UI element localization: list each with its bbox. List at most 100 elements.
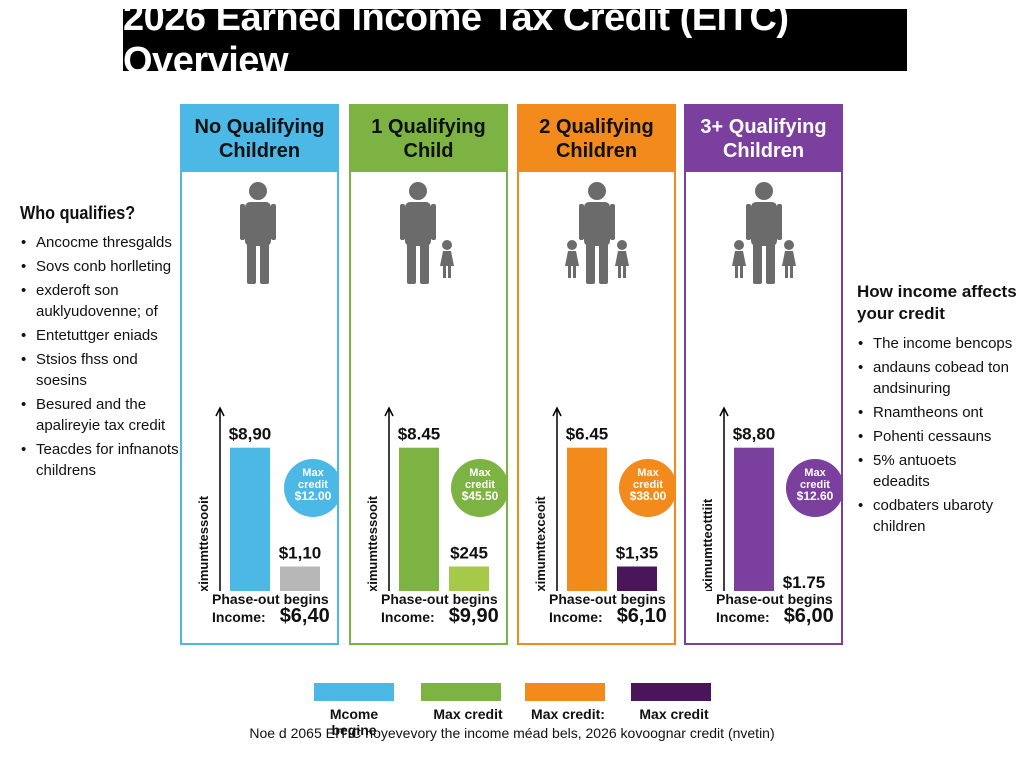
- y-axis-arrow: [719, 406, 729, 417]
- child-icon: [732, 240, 746, 278]
- list-item: Rnamtheons ont: [857, 402, 1017, 423]
- bar-value-label: $6.45: [566, 425, 609, 444]
- credit-bar-chart: Maximumttessooit $8,90 $1,10 Maxcredit$12.0…: [196, 406, 337, 591]
- list-item: Entetuttger eniads: [20, 325, 180, 346]
- child-icon: [782, 240, 796, 278]
- y-axis-arrow: [384, 406, 394, 417]
- max-credit-text: credit: [465, 479, 495, 491]
- list-item: andauns cobead ton andsinuring: [857, 357, 1017, 399]
- income-label: Income:: [212, 609, 266, 625]
- income-effects-list: The income bencops andauns cobead ton an…: [857, 333, 1017, 537]
- max-credit-text: Max: [637, 467, 659, 479]
- income-effects-heading: How income affects your credit: [857, 282, 1017, 323]
- family-illustration: [732, 182, 796, 284]
- phase-out-caption: Phase-out begins Income: $6,40: [212, 591, 330, 626]
- max-credit-text: credit: [800, 479, 830, 491]
- max-credit-bar: [734, 447, 774, 591]
- legend-swatch: [314, 683, 394, 701]
- income-effects-panel: How income affects your credit The incom…: [857, 281, 1017, 540]
- max-credit-badge: [786, 459, 841, 517]
- list-item: Besured and the apalireyie tax credit: [20, 394, 180, 436]
- y-axis-label: Maximumttexceoit: [533, 496, 548, 591]
- bar-value-label: $1,10: [279, 544, 322, 563]
- legend-label: Max credit: [433, 706, 503, 722]
- legend-label: Max credit: [639, 706, 709, 722]
- list-item: Stsios fhss ond soesins: [20, 349, 180, 391]
- family-illustration: [565, 182, 629, 284]
- max-credit-text: $45.50: [462, 489, 499, 503]
- list-item: The income bencops: [857, 333, 1017, 354]
- adult-icon: [400, 182, 436, 284]
- who-qualifies-list: Ancocme thresgalds Sovs conb horlleting …: [20, 232, 180, 481]
- phase-out-caption: Phase-out begins Income: $9,90: [381, 591, 499, 626]
- list-item: Ancocme thresgalds: [20, 232, 180, 253]
- eitc-card: 3+ Qualifying Children Maximumtteotttiit $…: [684, 104, 843, 645]
- income-value: $6,00: [783, 605, 834, 627]
- list-item: Sovs conb horlleting: [20, 256, 180, 277]
- bar-value-label: $8,90: [229, 425, 272, 444]
- max-credit-text: $12.00: [295, 489, 332, 503]
- legend-label: Mcome begine: [329, 706, 379, 738]
- y-axis-arrow: [552, 406, 562, 417]
- footnote: Noe d 2065 EITIC hoyevevory the income m…: [249, 725, 775, 741]
- family-illustration: [240, 182, 276, 284]
- phase-out-bar: [617, 566, 657, 591]
- phase-out-caption: Phase-out begins Income: $6,00: [716, 591, 834, 626]
- max-credit-bar: [567, 447, 607, 591]
- legend-label: Max credit:: [531, 706, 605, 722]
- income-label: Income:: [716, 609, 770, 625]
- card-title: No Qualifying Children: [182, 106, 337, 172]
- y-axis-arrow: [215, 406, 225, 417]
- phase-out-bar: [280, 566, 320, 591]
- card-title: 2 Qualifying Children: [519, 106, 674, 172]
- who-qualifies-heading: Who qualifies?: [20, 203, 136, 223]
- max-credit-badge: [284, 459, 337, 517]
- max-credit-text: Max: [804, 467, 826, 479]
- max-credit-text: $38.00: [630, 489, 667, 503]
- child-icon: [615, 240, 629, 278]
- max-credit-text: Max: [469, 467, 491, 479]
- eitc-card: No Qualifying Children Maximumttessooit $8…: [180, 104, 339, 645]
- phase-out-caption: Phase-out begins Income: $6,10: [549, 591, 667, 626]
- y-axis-label: Maximumttessooit: [365, 495, 380, 591]
- bar-value-label: $8,80: [733, 425, 776, 444]
- adult-icon: [746, 182, 782, 284]
- income-label: Income:: [381, 609, 435, 625]
- bar-value-label: $1.75: [783, 573, 826, 591]
- card-title: 3+ Qualifying Children: [686, 106, 841, 172]
- adult-icon: [579, 182, 615, 284]
- list-item: 5% antuoets edeadits: [857, 450, 1017, 492]
- max-credit-bar: [399, 447, 439, 591]
- list-item: codbaters ubaroty children: [857, 495, 1017, 537]
- max-credit-badge: [619, 459, 674, 517]
- who-qualifies-panel: Who qualifies? Ancocme thresgalds Sovs c…: [20, 203, 180, 484]
- adult-icon: [240, 182, 276, 284]
- bar-value-label: $8.45: [398, 425, 441, 444]
- income-label: Income:: [549, 609, 603, 625]
- eitc-card: 2 Qualifying Children Maximumttexceoit $6.…: [517, 104, 676, 645]
- family-illustration: [400, 182, 454, 284]
- legend-swatch: [421, 683, 501, 701]
- max-credit-text: Max: [302, 467, 324, 479]
- child-icon: [440, 240, 454, 278]
- income-value: $9,90: [448, 605, 499, 627]
- income-value: $6,10: [616, 605, 667, 627]
- page-title: 2026 Earned Income Tax Credit (EITC) Ove…: [123, 0, 907, 82]
- bar-value-label: $245: [450, 544, 488, 563]
- max-credit-text: credit: [298, 479, 328, 491]
- eitc-card: 1 Qualifying Child Maximumttessooit $8.45 $…: [349, 104, 508, 645]
- phase-out-label: Phase-out begins: [381, 591, 498, 607]
- legend-swatch: [525, 683, 605, 701]
- y-axis-label: Maximumttessooit: [196, 495, 211, 591]
- phase-out-label: Phase-out begins: [549, 591, 666, 607]
- max-credit-text: credit: [633, 479, 663, 491]
- list-item: Teacdes for infnanots childrens: [20, 439, 180, 481]
- max-credit-badge: [451, 459, 506, 517]
- bar-value-label: $1,35: [616, 544, 659, 563]
- list-item: exderoft son auklyudovenne; of: [20, 280, 180, 322]
- phase-out-bar: [449, 566, 489, 591]
- credit-bar-chart: Maximumttexceoit $6.45 $1,35 Maxcredit$38.0…: [533, 406, 674, 591]
- max-credit-bar: [230, 447, 270, 591]
- max-credit-text: $12.60: [797, 489, 834, 503]
